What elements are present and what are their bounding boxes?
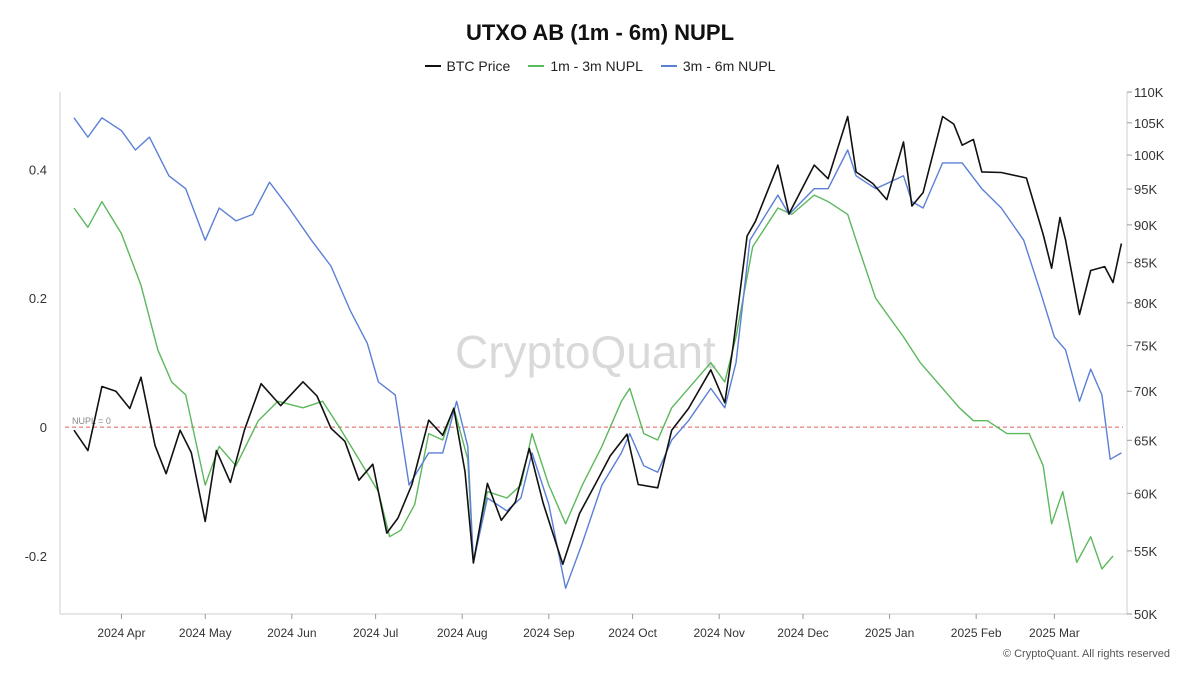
x-tick-label: 2025 Feb [951,626,1002,640]
y-right-tick-label: 105K [1134,116,1165,131]
y-left-tick-label: 0 [40,420,47,435]
x-tick-label: 2024 Oct [608,626,657,640]
y-right-tick-label: 110K [1134,85,1164,100]
legend: BTC Price 1m - 3m NUPL 3m - 6m NUPL [0,58,1200,74]
x-tick-label: 2024 Sep [523,626,575,640]
y-right-tick-label: 85K [1134,256,1157,271]
x-tick-label: 2024 Dec [777,626,828,640]
y-right-tick-label: 95K [1134,182,1157,197]
x-tick-label: 2025 Mar [1029,626,1080,640]
legend-swatch-1m-3m-nupl [528,65,545,67]
y-left-tick-label: 0.2 [29,291,47,306]
legend-label-btc-price: BTC Price [446,58,511,74]
axes [59,92,1128,615]
x-tick-label: 2024 Nov [694,626,745,640]
ticks-group: 0.4 0.2 0 -0.2 110K 105K 100K 95K 90K 85K 80K 75K 70… [25,85,1165,640]
legend-item-1m-3m-nupl[interactable]: 1m - 3m NUPL [528,58,643,74]
copyright-notice: © CryptoQuant. All rights reserved [1002,648,1170,660]
x-tick-label: 2024 Aug [437,626,488,640]
y-right-tick-label: 75K [1134,339,1157,354]
legend-label-1m-3m-nupl: 1m - 3m NUPL [550,58,643,74]
reference-line-label: NUPL = 0 [72,416,111,426]
y-right-tick-label: 90K [1134,218,1157,233]
y-right-tick-label: 65K [1134,433,1157,448]
x-tick-label: 2024 Jun [267,626,316,640]
y-left-tick-label: 0.4 [29,162,47,177]
series-line-3m-6m-nupl [73,117,1122,589]
legend-swatch-3m-6m-nupl [660,65,677,67]
series-line-1m-3m-nupl [73,194,1114,570]
y-right-tick-label: 55K [1134,544,1157,559]
legend-item-3m-6m-nupl[interactable]: 3m - 6m NUPL [660,58,776,74]
chart-title: UTXO AB (1m - 6m) NUPL [465,20,735,45]
series-group [73,115,1123,589]
reference-line-group: NUPL = 0 [65,416,1123,428]
x-tick-label: 2025 Jan [865,626,914,640]
series-line-btc-price [73,115,1123,566]
x-tick-label: 2024 Jul [353,626,398,640]
x-tick-label: 2024 May [179,626,232,640]
y-right-tick-label: 100K [1134,148,1165,163]
legend-swatch-btc-price [424,65,441,67]
legend-label-3m-6m-nupl: 3m - 6m NUPL [682,58,776,74]
y-right-tick-label: 50K [1134,607,1157,622]
watermark: CryptoQuant [455,326,716,378]
y-right-tick-label: 80K [1134,296,1157,311]
y-right-tick-label: 60K [1134,486,1157,501]
y-left-tick-label: -0.2 [25,549,47,564]
y-right-tick-label: 70K [1134,384,1157,399]
x-tick-label: 2024 Apr [97,626,145,640]
legend-item-btc-price[interactable]: BTC Price [424,58,511,74]
